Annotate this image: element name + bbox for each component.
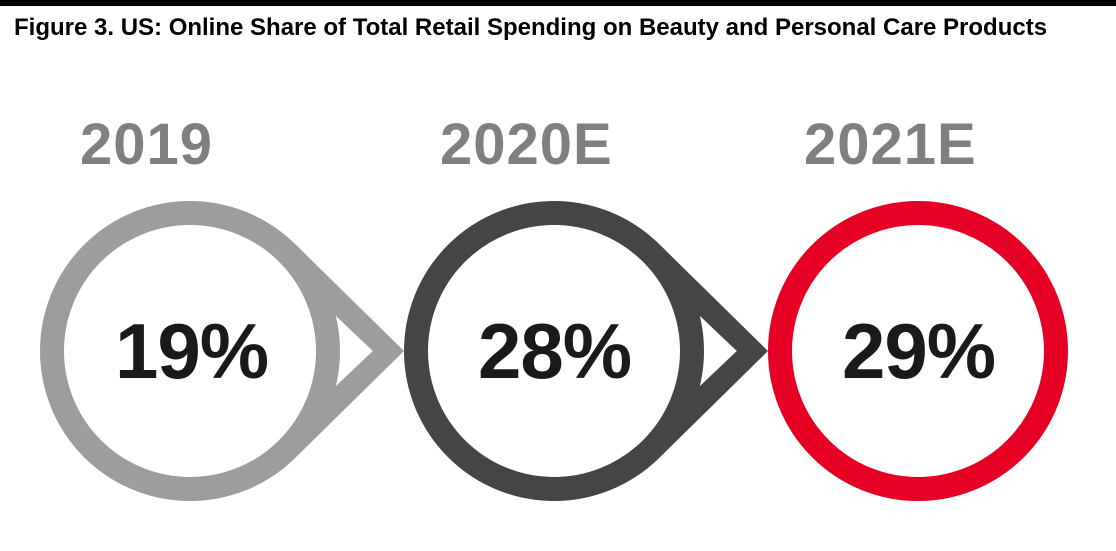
figure-title: Figure 3. US: Online Share of Total Reta…: [14, 14, 1102, 42]
value-label-2019: 19%: [115, 306, 268, 397]
year-label-2020e: 2020E: [440, 111, 613, 178]
value-label-2021e: 29%: [842, 306, 995, 397]
figure-title-bar: Figure 3. US: Online Share of Total Reta…: [0, 0, 1116, 46]
chart-area: 2019 19% 2020E 28% 2021E 29%: [0, 46, 1116, 486]
year-label-2021e: 2021E: [804, 111, 977, 178]
value-label-2020e: 28%: [478, 306, 631, 397]
year-label-2019: 2019: [80, 111, 213, 178]
